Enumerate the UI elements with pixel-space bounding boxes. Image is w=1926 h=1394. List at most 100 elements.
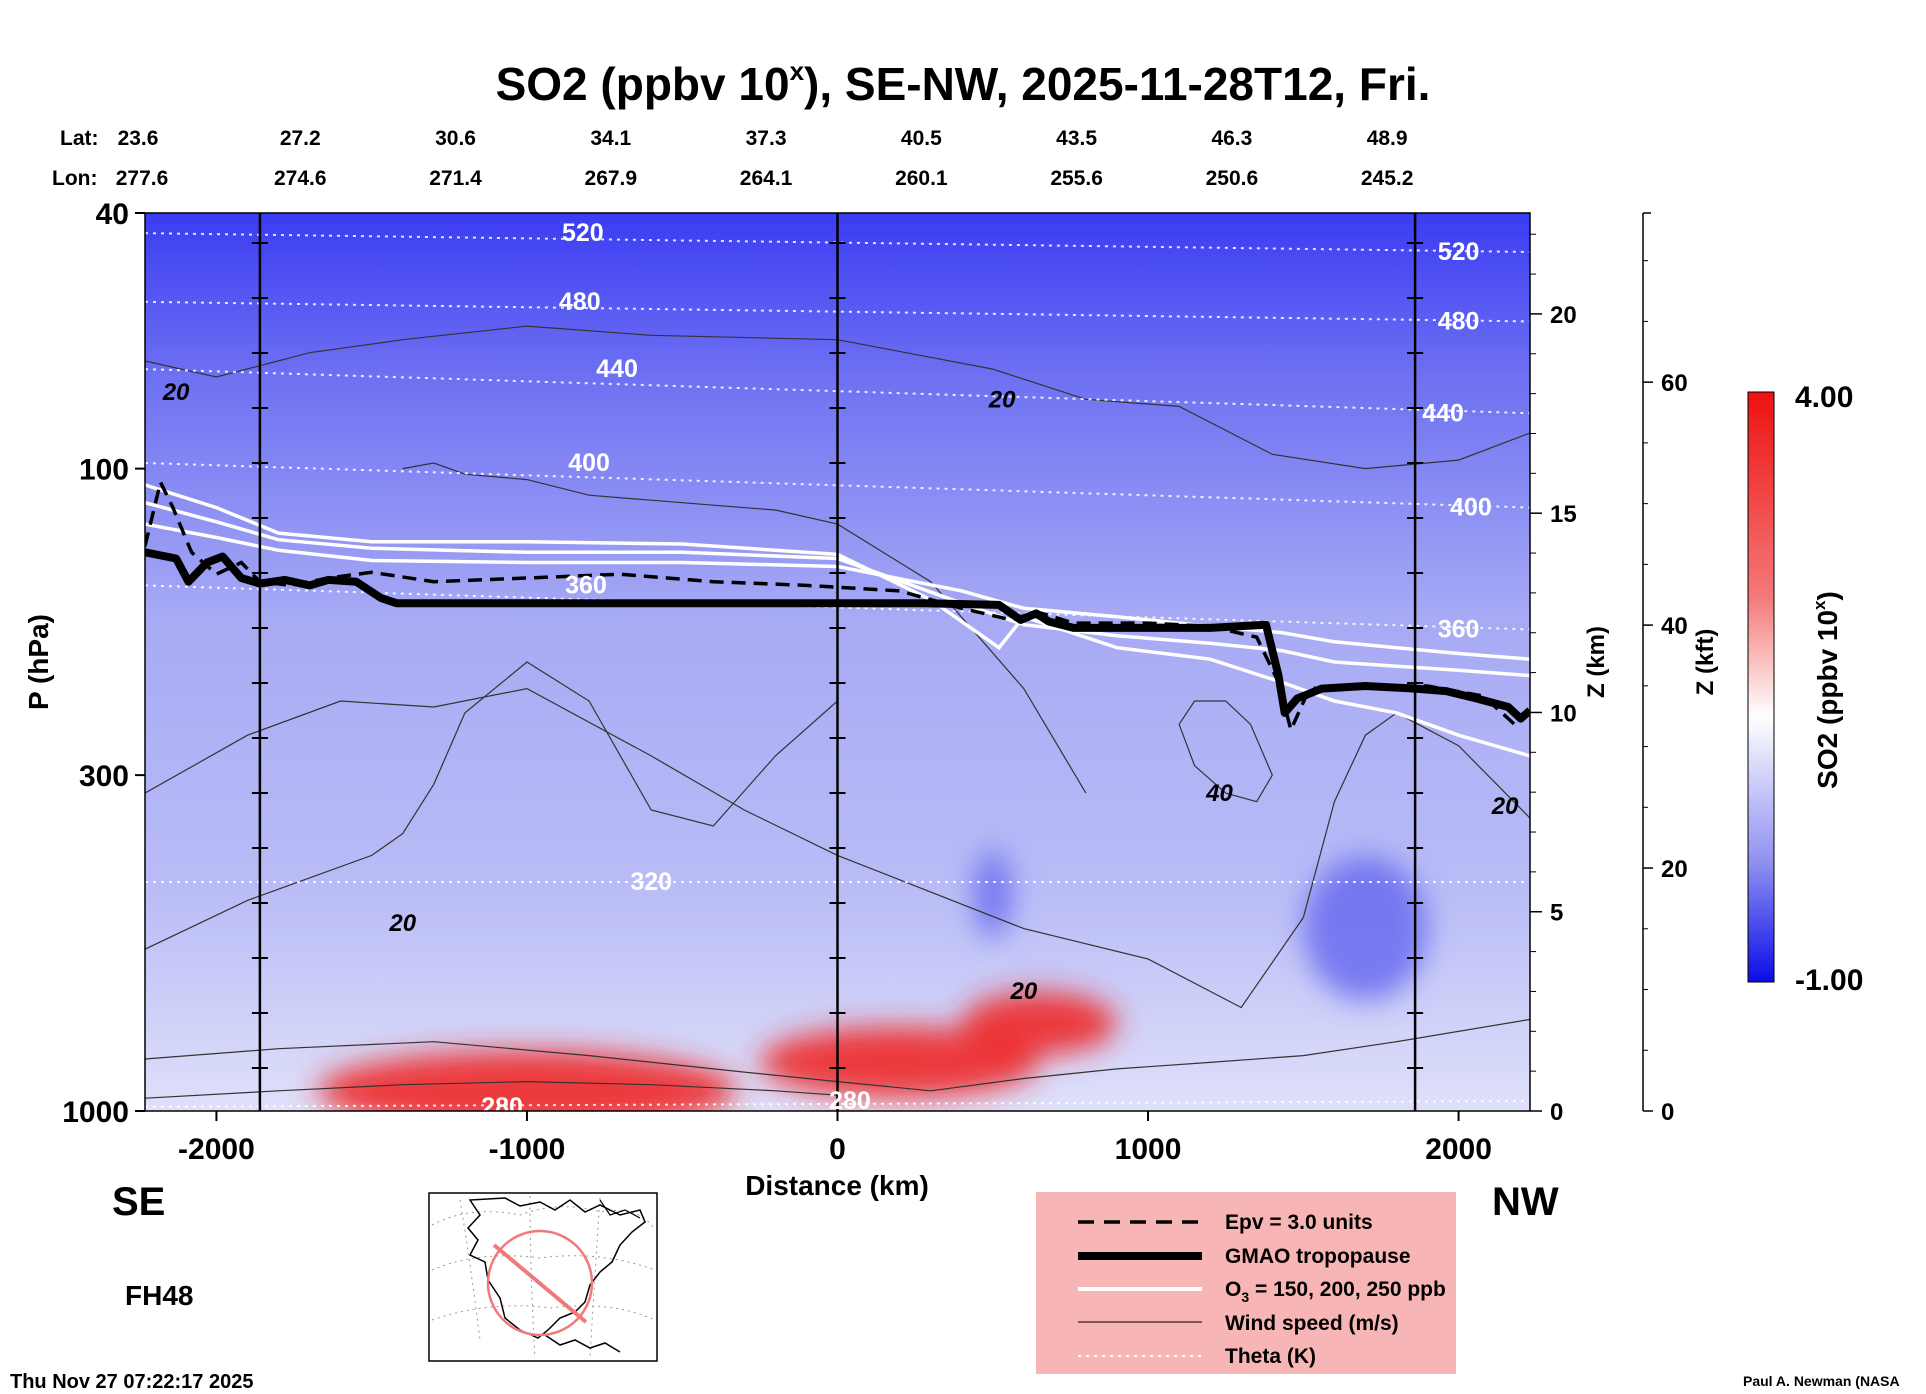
z-km-axis-label: Z (km) [1583, 626, 1610, 698]
wind-contour [145, 1018, 1530, 1092]
legend-label-epv: Epv = 3.0 units [1225, 1211, 1373, 1234]
ozone-contour [145, 483, 1530, 758]
lon-value: 250.6 [1206, 167, 1259, 190]
theta-lines [145, 232, 1530, 1108]
wind-contour [145, 325, 1530, 470]
title-prefix: SO2 (ppbv 10 [496, 58, 790, 110]
theta-label: 280 [481, 1093, 523, 1121]
lon-value: 277.6 [116, 167, 169, 190]
x-tick-label: -1000 [489, 1133, 566, 1166]
theta-label: 400 [1450, 494, 1492, 522]
lon-value: 271.4 [429, 167, 482, 190]
lat-value: 43.5 [1056, 127, 1097, 150]
lat-value: 23.6 [118, 127, 159, 150]
legend-label-ozone: O3 = 150, 200, 250 ppb [1225, 1278, 1446, 1305]
lat-value: 46.3 [1211, 127, 1252, 150]
colorbar-label-prefix: SO2 (ppbv 10 [1812, 610, 1843, 789]
theta-labels: 520 480 440 400 360 320 280 280 520 480 440 400 360 [481, 219, 1492, 1121]
lon-value: 267.9 [585, 167, 638, 190]
credit: Paul A. Newman (NASA [1743, 1373, 1900, 1389]
epv-contour [145, 477, 1530, 736]
y-tick-label: 40 [96, 198, 129, 231]
lon-value: 260.1 [895, 167, 948, 190]
wind-label: 40 [1205, 780, 1233, 807]
direction-nw: NW [1492, 1180, 1559, 1224]
title-superscript: x [790, 56, 805, 86]
epv-line [145, 477, 1530, 736]
z-kft-axis: 60 40 20 0 [1642, 212, 1688, 1126]
wind-contour [145, 661, 838, 950]
wind-label: 20 [162, 379, 190, 406]
legend-label-tropopause: GMAO tropopause [1225, 1245, 1411, 1268]
theta-label: 440 [1422, 399, 1464, 427]
y-axis-label: P (hPa) [23, 614, 54, 710]
lat-lon-values: 23.6 277.6 27.2 274.6 30.6 271.4 34.1 267.9 37.3… [116, 127, 1414, 190]
z-km-tick-label: 5 [1550, 900, 1563, 927]
theta-line [145, 1100, 1530, 1108]
z-kft-tick-label: 40 [1661, 613, 1688, 640]
domain-circle [486, 1229, 594, 1337]
lon-label: Lon: [52, 167, 97, 190]
chart-title: SO2 (ppbv 10x), SE-NW, 2025-11-28T12, Fr… [496, 56, 1431, 110]
theta-label: 520 [1438, 238, 1480, 266]
direction-se: SE [112, 1180, 165, 1224]
wind-contour [1178, 700, 1273, 803]
forecast-hour: FH48 [125, 1280, 193, 1311]
z-kft-tick-label: 60 [1661, 370, 1688, 397]
colorbar-label: SO2 (ppbv 10x) [1810, 591, 1843, 789]
colorbar-min-label: -1.00 [1795, 964, 1863, 997]
x-tick-label: 0 [829, 1133, 846, 1166]
inset-map [428, 1192, 658, 1362]
z-km-tick-label: 10 [1550, 700, 1577, 727]
legend-label-wind: Wind speed (m/s) [1225, 1312, 1399, 1335]
lat-value: 40.5 [901, 127, 942, 150]
legend-label-theta: Theta (K) [1225, 1345, 1316, 1368]
lat-label: Lat: [60, 127, 99, 150]
colorbar-label-superscript: x [1810, 600, 1829, 610]
theta-line [145, 300, 1530, 323]
so2-anomalies [317, 849, 1428, 1111]
theta-label: 440 [596, 355, 638, 383]
wind-contours [145, 325, 1530, 1099]
theta-label: 480 [559, 288, 601, 316]
legend-ozone-prefix: O [1225, 1278, 1241, 1301]
wind-contour [145, 687, 1530, 1009]
theta-line [145, 461, 1530, 509]
so2-anomaly-low [1303, 856, 1428, 1001]
z-km-axis: 20 15 10 5 0 [1530, 233, 1577, 1126]
z-kft-tick-label: 20 [1661, 856, 1688, 883]
theta-label: 520 [562, 219, 604, 247]
x-axis-label: Distance (km) [745, 1170, 929, 1201]
x-axis-ticks: -2000 -1000 0 1000 2000 [178, 1111, 1492, 1166]
lat-value: 27.2 [280, 127, 321, 150]
legend-ozone-suffix: = 150, 200, 250 ppb [1249, 1278, 1446, 1301]
x-tick-label: 1000 [1115, 1133, 1182, 1166]
wind-label: 20 [388, 910, 416, 937]
so2-anomaly-high [317, 1050, 737, 1111]
legend: Epv = 3.0 units GMAO tropopause O3 = 150… [1036, 1192, 1456, 1374]
so2-anomaly-low [974, 849, 1012, 940]
theta-label: 320 [630, 868, 672, 896]
theta-label: 480 [1438, 307, 1480, 335]
plot-frame [144, 212, 1531, 1112]
lat-value: 37.3 [746, 127, 787, 150]
legend-ozone-subscript: 3 [1241, 1289, 1249, 1305]
so2-anomaly-high [961, 991, 1117, 1055]
lon-value: 245.2 [1361, 167, 1414, 190]
theta-line [145, 584, 1530, 631]
colorbar-label-suffix: ) [1812, 591, 1843, 600]
y-tick-label: 100 [79, 454, 129, 487]
y-tick-label: 1000 [62, 1096, 129, 1129]
theta-label: 280 [829, 1087, 871, 1115]
colorbar [1747, 391, 1775, 983]
theta-label: 400 [568, 449, 610, 477]
y-axis-ticks: 40 100 300 1000 [62, 198, 145, 1129]
theta-line [145, 368, 1530, 415]
wind-contour [145, 1080, 838, 1099]
y-tick-label: 300 [79, 760, 129, 793]
theta-label: 360 [1438, 615, 1480, 643]
z-kft-axis-label: Z (kft) [1692, 629, 1719, 696]
x-tick-label: 2000 [1425, 1133, 1492, 1166]
